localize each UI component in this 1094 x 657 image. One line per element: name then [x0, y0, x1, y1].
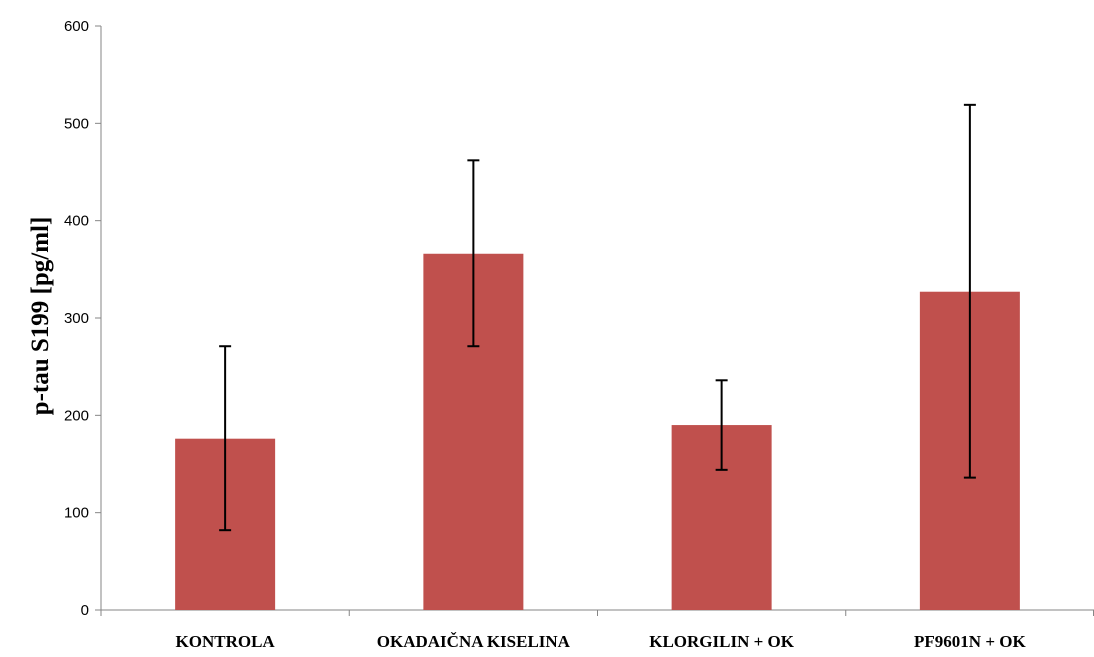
error-bars — [219, 103, 976, 532]
bars — [175, 253, 1020, 610]
y-axis: 0 100 200 300 400 500 600 — [64, 18, 102, 619]
y-tick-label: 600 — [64, 18, 89, 35]
category-label: KLORGILIN + OK — [649, 632, 795, 651]
y-tick-label: 200 — [64, 407, 89, 424]
y-axis-title: p-tau S199 [pg/ml] — [27, 217, 54, 416]
y-tick-label: 300 — [64, 310, 89, 327]
x-axis — [100, 609, 1094, 616]
category-labels: KONTROLA OKADAIČNA KISELINA KLORGILIN + OK… — [176, 632, 1027, 651]
y-tick-label: 400 — [64, 213, 89, 230]
y-tick-label: 500 — [64, 115, 89, 132]
y-tick-label: 100 — [64, 505, 89, 522]
category-label: OKADAIČNA KISELINA — [377, 632, 571, 651]
y-tick-label: 0 — [81, 602, 89, 619]
category-label: PF9601N + OK — [914, 632, 1026, 651]
category-label: KONTROLA — [176, 632, 276, 651]
